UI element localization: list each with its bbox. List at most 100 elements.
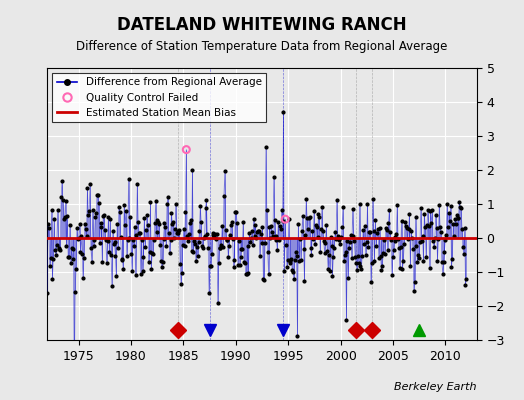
- Point: [71, 289, 79, 296]
- Point: [417, 205, 425, 211]
- Point: [132, 272, 140, 278]
- Point: [205, 290, 213, 296]
- Point: [265, 271, 273, 277]
- Point: [359, 226, 367, 233]
- Point: [436, 224, 444, 230]
- Point: [256, 252, 264, 259]
- Point: [307, 245, 315, 252]
- Point: [455, 198, 464, 205]
- Point: [85, 208, 93, 214]
- Point: [333, 233, 342, 239]
- Point: [439, 271, 447, 277]
- Point: [47, 255, 55, 261]
- Point: [235, 238, 243, 244]
- Point: [190, 238, 199, 244]
- Point: [291, 248, 300, 255]
- Point: [454, 215, 463, 222]
- Point: [411, 213, 420, 220]
- Point: [446, 203, 455, 210]
- Point: [335, 237, 344, 244]
- Point: [209, 230, 217, 237]
- Point: [113, 221, 122, 227]
- Point: [328, 243, 336, 250]
- Point: [453, 215, 462, 222]
- Point: [232, 209, 241, 215]
- Point: [121, 222, 129, 228]
- Point: [314, 210, 323, 217]
- Point: [282, 242, 290, 248]
- Point: [170, 234, 178, 241]
- Point: [396, 265, 404, 271]
- Point: [124, 176, 133, 182]
- Point: [302, 196, 310, 202]
- Point: [261, 240, 269, 246]
- Point: [102, 237, 110, 244]
- Point: [84, 212, 92, 218]
- Point: [280, 268, 289, 274]
- Point: [209, 232, 217, 238]
- Point: [47, 207, 56, 214]
- Point: [147, 265, 156, 272]
- Point: [188, 248, 196, 254]
- Point: [193, 252, 202, 259]
- Point: [351, 254, 359, 260]
- Point: [264, 249, 272, 255]
- Point: [384, 220, 392, 226]
- Point: [311, 241, 319, 248]
- Point: [410, 279, 419, 285]
- Point: [289, 268, 297, 275]
- Point: [138, 268, 147, 275]
- Point: [161, 224, 169, 230]
- Point: [318, 204, 326, 210]
- Point: [137, 237, 146, 244]
- Point: [357, 266, 366, 273]
- Point: [431, 235, 439, 242]
- Point: [105, 249, 114, 256]
- Point: [51, 247, 59, 253]
- Point: [298, 228, 306, 234]
- Point: [227, 219, 236, 226]
- Point: [374, 226, 382, 232]
- Point: [83, 185, 92, 192]
- Point: [401, 219, 409, 226]
- Point: [52, 252, 60, 258]
- Point: [368, 260, 376, 266]
- Point: [216, 245, 225, 251]
- Point: [331, 228, 339, 235]
- Text: Difference of Station Temperature Data from Regional Average: Difference of Station Temperature Data f…: [77, 40, 447, 53]
- Point: [172, 200, 180, 207]
- Point: [148, 250, 156, 256]
- Point: [250, 233, 259, 240]
- Point: [452, 221, 460, 228]
- Point: [341, 252, 349, 258]
- Point: [193, 243, 201, 250]
- Point: [369, 227, 378, 234]
- Point: [152, 229, 161, 236]
- Point: [214, 260, 223, 266]
- Point: [142, 227, 150, 234]
- Point: [202, 197, 211, 204]
- Point: [366, 229, 374, 235]
- Point: [251, 222, 259, 228]
- Point: [112, 273, 121, 280]
- Point: [120, 202, 128, 208]
- Point: [254, 227, 263, 234]
- Point: [456, 204, 464, 210]
- Point: [434, 236, 443, 243]
- Point: [104, 214, 113, 220]
- Point: [458, 244, 467, 250]
- Point: [268, 229, 276, 235]
- Point: [206, 262, 214, 269]
- Point: [389, 254, 397, 260]
- Point: [59, 197, 67, 204]
- Point: [304, 215, 313, 222]
- Point: [418, 232, 427, 239]
- Point: [220, 192, 228, 199]
- Point: [337, 234, 345, 240]
- Point: [211, 230, 220, 237]
- Point: [372, 242, 380, 249]
- Point: [43, 290, 51, 296]
- Point: [243, 243, 252, 250]
- Point: [116, 209, 124, 216]
- Point: [265, 224, 274, 230]
